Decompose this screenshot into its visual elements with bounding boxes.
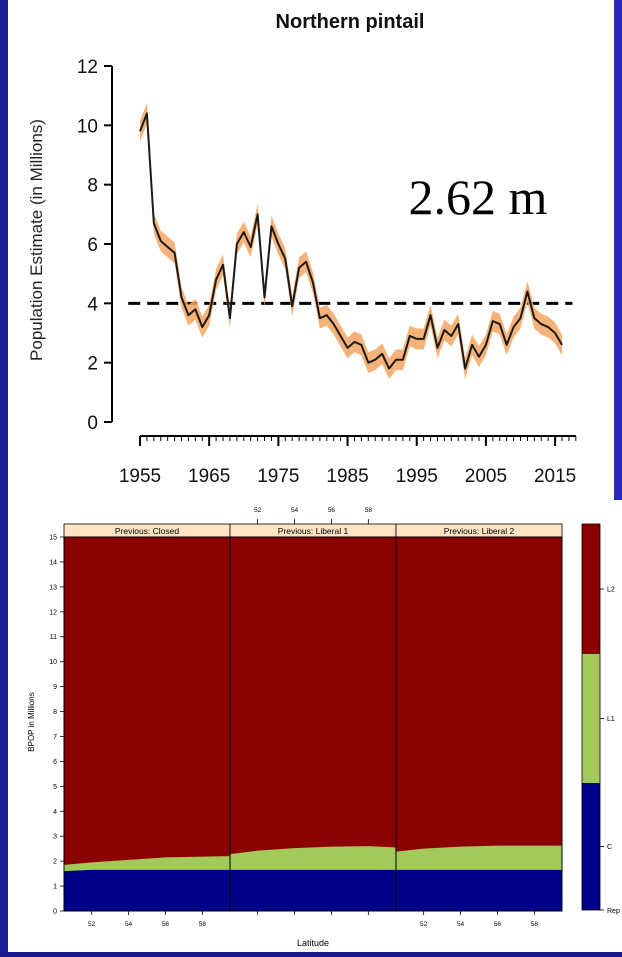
y-tick-label: 15 bbox=[49, 535, 57, 542]
x-tick-label: 2005 bbox=[465, 466, 507, 487]
x-bottom-tick-label: 54 bbox=[457, 921, 465, 928]
x-bottom-tick-label: 54 bbox=[125, 921, 133, 928]
y-tick-label: 1 bbox=[53, 884, 57, 891]
legend-label: L1 bbox=[607, 716, 615, 723]
panel-border bbox=[395, 536, 563, 912]
x-top-tick-label: 54 bbox=[291, 507, 299, 514]
x-bottom-tick-label: 52 bbox=[88, 921, 96, 928]
x-tick-label: 1965 bbox=[188, 466, 230, 487]
legend-border bbox=[581, 523, 601, 911]
x-top-tick-label: 58 bbox=[365, 507, 373, 514]
x-axis-label: Latitude bbox=[297, 938, 329, 948]
y-tick-label: 9 bbox=[53, 684, 57, 691]
panel-title: Previous: Closed bbox=[115, 526, 180, 536]
x-tick-label: 2015 bbox=[534, 466, 576, 487]
y-axis-label: Population Estimate (in Millions) bbox=[27, 119, 46, 361]
x-top-tick-label: 56 bbox=[328, 507, 336, 514]
y-tick-label: 0 bbox=[53, 909, 57, 916]
closed-region bbox=[64, 869, 230, 911]
y-tick-label: 8 bbox=[87, 176, 98, 197]
legend-label: Rep bbox=[607, 908, 620, 915]
bpop-latitude-chart: Latitude BPOP in Millions Previous: Clos… bbox=[27, 507, 620, 948]
y-tick-label: 6 bbox=[53, 759, 57, 766]
legend-swatch bbox=[582, 654, 600, 783]
closed-region bbox=[230, 869, 396, 911]
y-tick-label: 10 bbox=[49, 659, 57, 666]
y-tick-label: 7 bbox=[53, 734, 57, 741]
y-tick-label: 12 bbox=[77, 57, 98, 78]
y-tick-label: 5 bbox=[53, 784, 57, 791]
y-tick-label: 4 bbox=[87, 294, 98, 315]
y-axis-label: BPOP in Millions bbox=[27, 692, 36, 751]
population-annotation: 2.62 m bbox=[409, 169, 548, 225]
closed-region bbox=[396, 869, 562, 911]
y-tick-label: 12 bbox=[49, 609, 57, 616]
legend-label: C bbox=[607, 844, 612, 851]
x-tick-label: 1955 bbox=[119, 466, 161, 487]
y-tick-label: 14 bbox=[49, 559, 57, 566]
x-bottom-tick-label: 56 bbox=[162, 921, 170, 928]
y-tick-label: 3 bbox=[53, 834, 57, 841]
confidence-band bbox=[140, 103, 562, 379]
panel-title: Previous: Liberal 2 bbox=[444, 526, 515, 536]
x-bottom-tick-label: 58 bbox=[199, 921, 207, 928]
x-bottom-tick-label: 56 bbox=[494, 921, 502, 928]
x-tick-label: 1995 bbox=[396, 466, 438, 487]
y-tick-label: 2 bbox=[87, 354, 98, 375]
x-top-tick-label: 52 bbox=[254, 507, 262, 514]
y-tick-label: 13 bbox=[49, 584, 57, 591]
pintail-population-chart: Northern pintail Population Estimate (in… bbox=[27, 11, 577, 487]
y-tick-label: 2 bbox=[53, 859, 57, 866]
y-tick-label: 8 bbox=[53, 709, 57, 716]
population-estimate-line bbox=[139, 112, 563, 370]
x-bottom-tick-label: 58 bbox=[531, 921, 539, 928]
legend-label: L2 bbox=[607, 587, 615, 594]
x-bottom-tick-label: 52 bbox=[420, 921, 428, 928]
x-tick-label: 1985 bbox=[326, 466, 368, 487]
l2-region bbox=[64, 537, 230, 911]
bpop-chart-panel: Latitude BPOP in Millions Previous: Clos… bbox=[8, 500, 622, 952]
panel-title: Previous: Liberal 1 bbox=[278, 526, 349, 536]
y-tick-label: 6 bbox=[87, 235, 98, 256]
pintail-chart-panel: Northern pintail Population Estimate (in… bbox=[8, 0, 614, 505]
y-tick-label: 10 bbox=[77, 116, 98, 137]
legend-swatch bbox=[582, 524, 600, 654]
y-tick-label: 4 bbox=[53, 809, 57, 816]
x-tick-label: 1975 bbox=[257, 466, 299, 487]
y-tick-label: 0 bbox=[87, 413, 98, 434]
y-tick-label: 11 bbox=[50, 634, 57, 641]
chart-title: Northern pintail bbox=[276, 11, 425, 33]
legend-swatch bbox=[582, 783, 600, 910]
